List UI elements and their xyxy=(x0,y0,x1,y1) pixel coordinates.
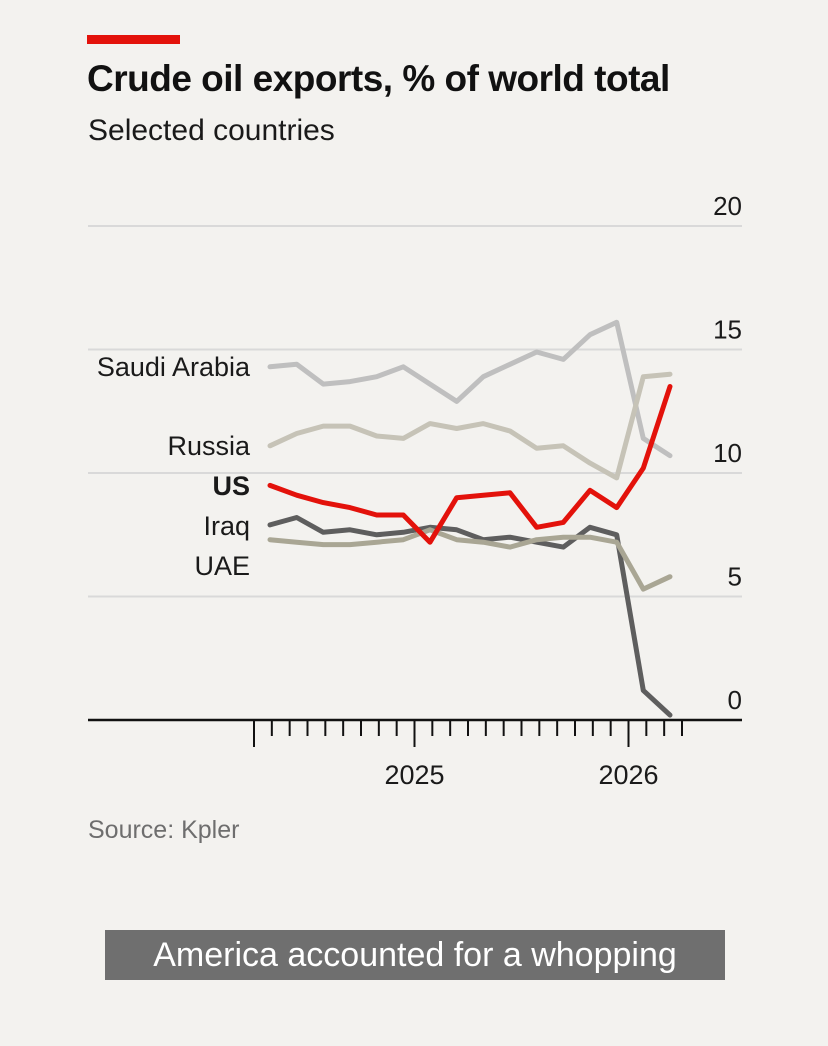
caption-banner: America accounted for a whopping xyxy=(105,930,725,980)
y-tick-label: 20 xyxy=(713,191,742,221)
series-line-uae xyxy=(267,527,673,592)
x-tick-label: 2025 xyxy=(384,760,444,790)
brand-accent-bar xyxy=(87,35,180,44)
series-label-us: US xyxy=(212,471,250,501)
series-line-iraq xyxy=(267,515,673,718)
line-chart: 0 5 10 15 20 2025 2026 Saudi Arabia Russia US Iraq… xyxy=(88,191,742,790)
source-note: Source: Kpler xyxy=(88,816,240,844)
series-label-russia: Russia xyxy=(167,431,251,461)
series-label-iraq: Iraq xyxy=(203,511,250,541)
y-tick-label: 5 xyxy=(728,562,742,592)
series-line-russia xyxy=(267,371,673,481)
series-line-us xyxy=(267,384,673,545)
y-tick-label: 15 xyxy=(713,315,742,345)
chart-subtitle: Selected countries xyxy=(88,114,335,147)
series-line-saudi-arabia xyxy=(267,319,673,459)
x-tick-label: 2026 xyxy=(598,760,658,790)
y-tick-label: 10 xyxy=(713,438,742,468)
chart-title: Crude oil exports, % of world total xyxy=(87,58,670,99)
series-label-saudi-arabia: Saudi Arabia xyxy=(97,352,251,382)
y-tick-label: 0 xyxy=(728,685,742,715)
series-label-uae: UAE xyxy=(194,551,250,581)
